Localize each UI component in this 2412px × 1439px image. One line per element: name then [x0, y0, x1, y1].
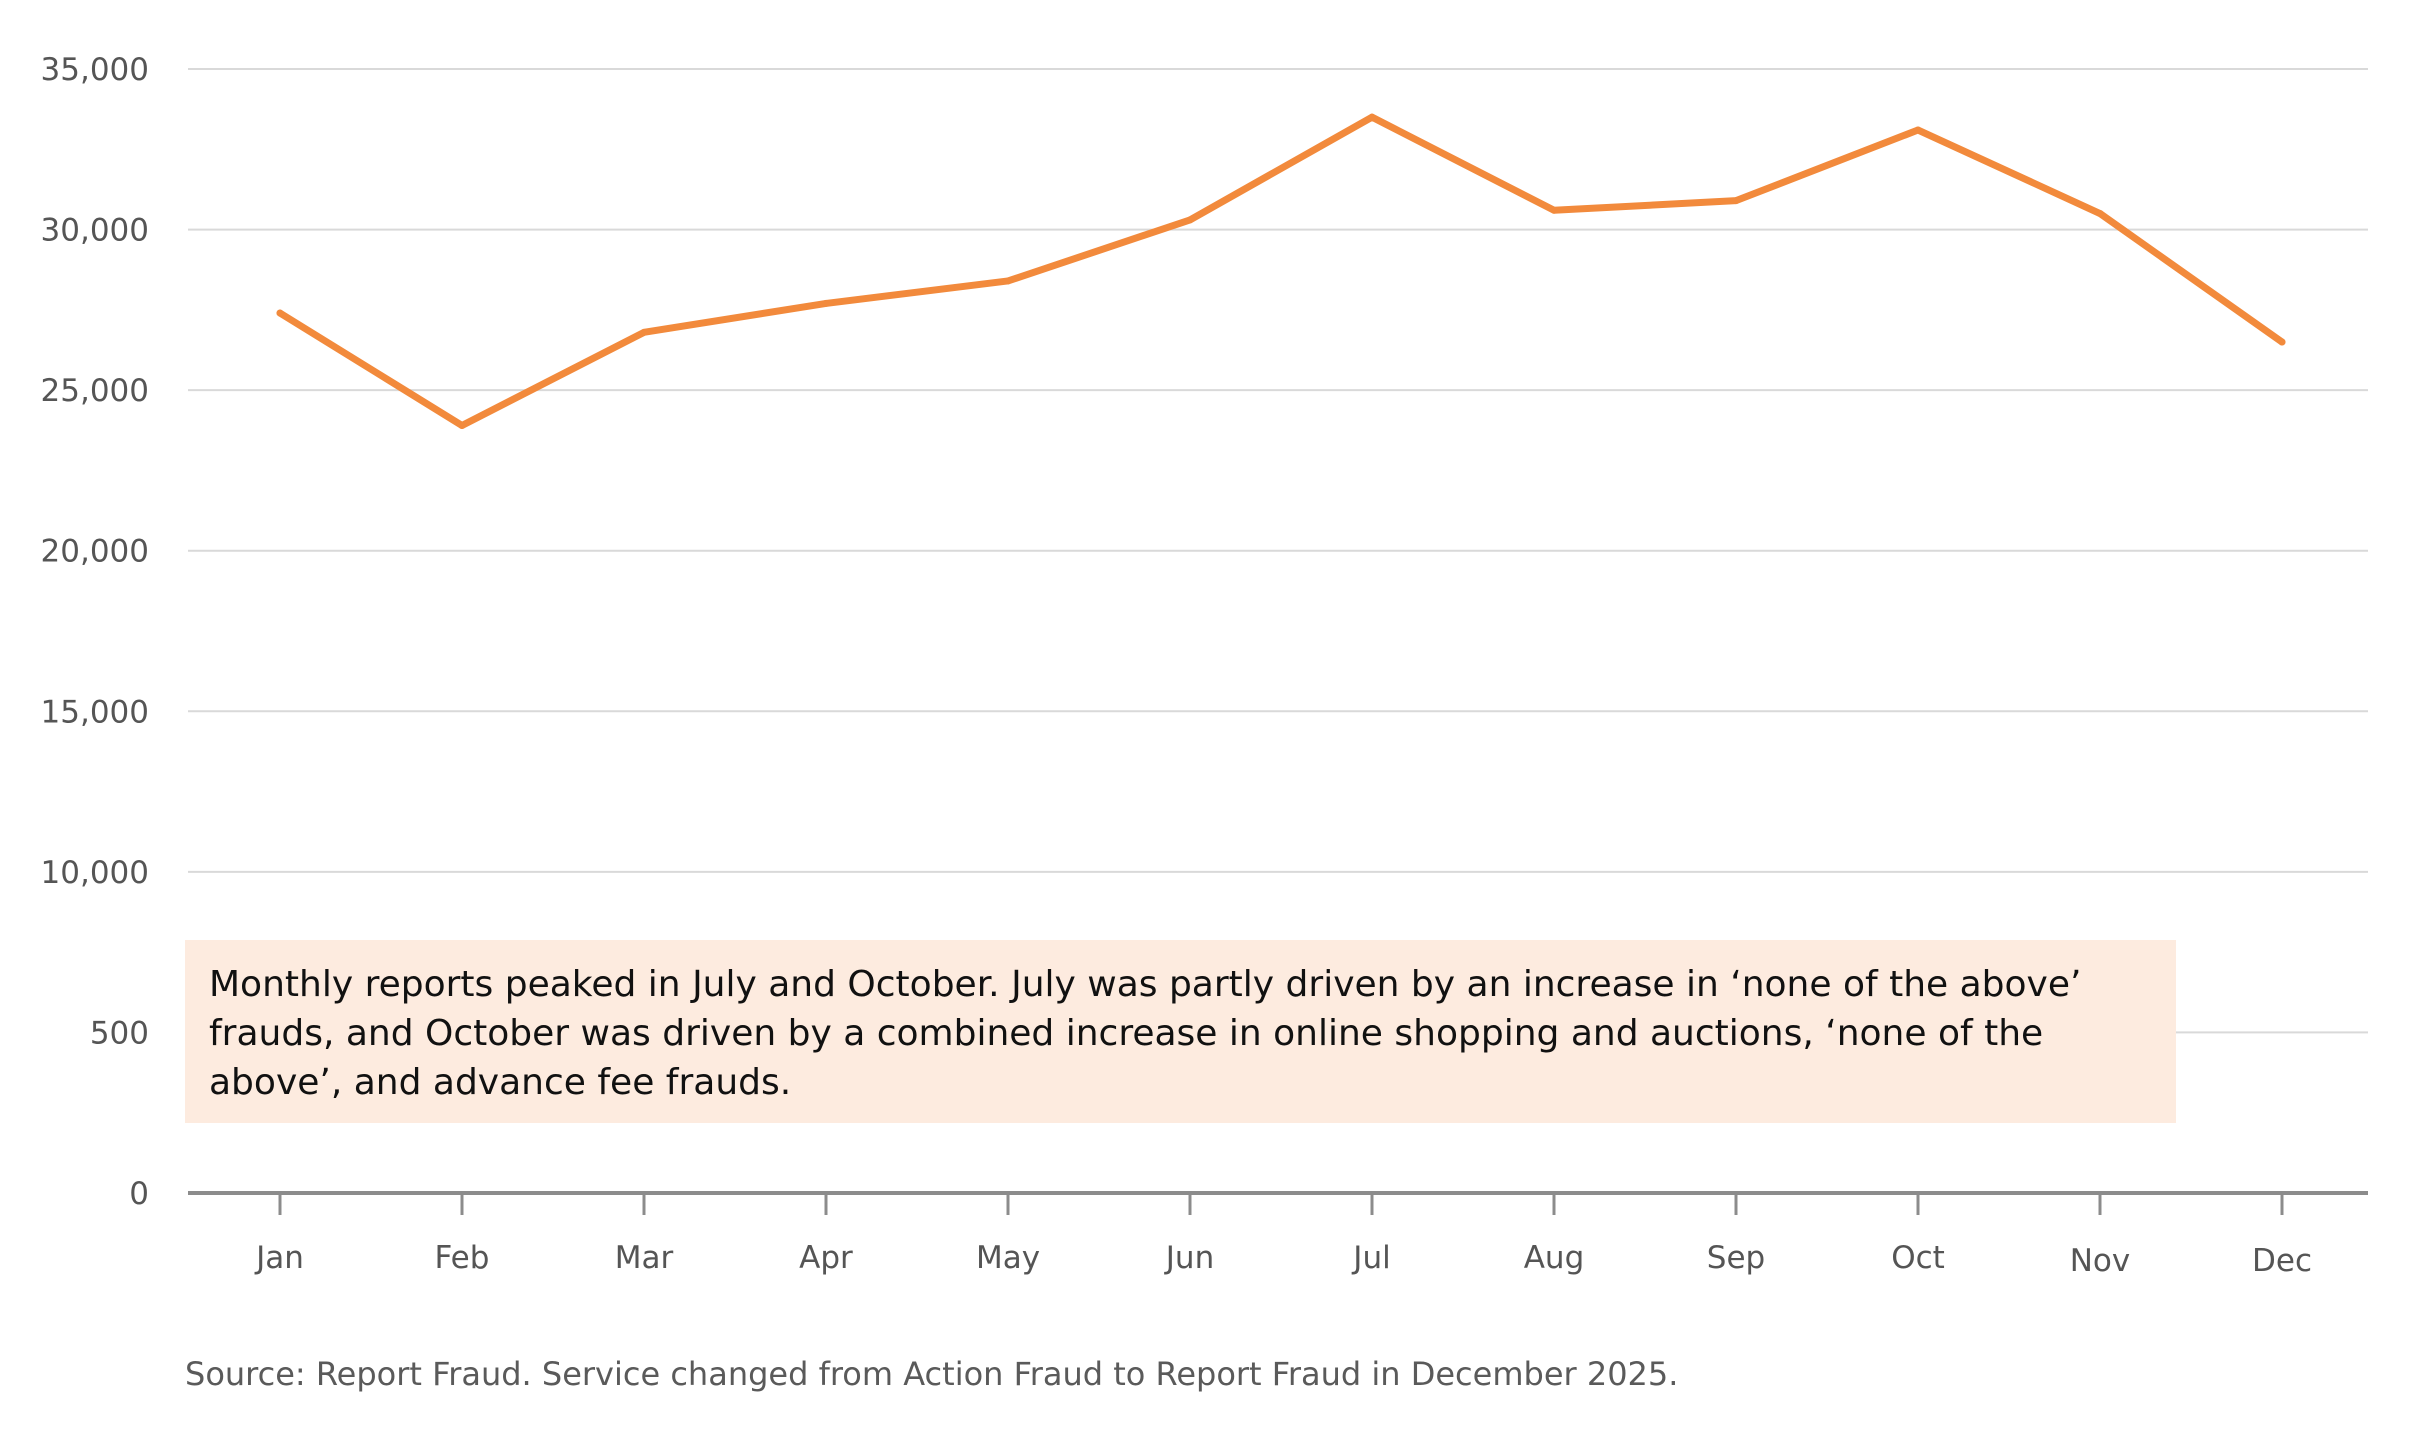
data-point-nov [2096, 210, 2104, 218]
x-tick-label-dec: Dec [2252, 1243, 2312, 1279]
y-tick-label-3: 15,000 [41, 694, 149, 730]
x-axis [188, 1191, 2368, 1215]
grid-lines [188, 68, 2368, 1034]
y-tick-label-4: 20,000 [41, 534, 149, 570]
series-line-0 [276, 113, 2286, 429]
data-point-apr [822, 299, 830, 307]
y-tick-label-5: 25,000 [41, 373, 149, 409]
x-tick-label-sep: Sep [1707, 1240, 1765, 1276]
x-tick-label-may: May [976, 1240, 1040, 1276]
y-tick-label-7: 35,000 [41, 52, 149, 88]
y-tick-label-0: 0 [129, 1176, 149, 1212]
annotation-text-line-2: frauds, and October was driven by a comb… [209, 1013, 2043, 1054]
x-tick-label-jul: Jul [1351, 1240, 1390, 1276]
x-axis-tick-labels: Jan Feb Mar Apr May Jun Jul Aug Sep Oct Nov Dec [254, 1240, 2312, 1279]
annotation-text-line-1: Monthly reports peaked in July and Octob… [209, 964, 2081, 1005]
x-tick-label-feb: Feb [435, 1240, 490, 1276]
y-tick-label-2: 10,000 [41, 855, 149, 891]
data-point-aug [1550, 206, 1558, 214]
x-tick-label-nov: Nov [2070, 1243, 2131, 1279]
x-tick-label-apr: Apr [799, 1240, 853, 1276]
annotation-box: Monthly reports peaked in July and Octob… [185, 940, 2176, 1123]
annotation-text-line-3: above’, and advance fee frauds. [209, 1062, 791, 1103]
x-tick-label-oct: Oct [1891, 1240, 1945, 1276]
data-point-jul [1368, 113, 1376, 121]
y-tick-label-6: 30,000 [41, 213, 149, 249]
x-tick-label-jan: Jan [254, 1240, 304, 1276]
series-layer [276, 113, 2286, 429]
x-tick-label-jun: Jun [1164, 1240, 1214, 1276]
y-tick-label-1: 500 [90, 1015, 149, 1051]
data-point-oct [1914, 126, 1922, 134]
y-axis-tick-labels: 0 500 10,000 15,000 20,000 25,000 30,000 35,000 [41, 52, 149, 1212]
data-point-dec [2278, 338, 2286, 346]
data-point-jun [1186, 216, 1194, 224]
x-tick-label-aug: Aug [1524, 1240, 1585, 1276]
x-tick-label-mar: Mar [615, 1240, 674, 1276]
annotation-background [185, 940, 2176, 1123]
data-point-mar [640, 328, 648, 336]
data-point-may [1004, 277, 1012, 285]
data-point-sep [1732, 197, 1740, 205]
data-point-feb [458, 421, 466, 429]
source-note: Source: Report Fraud. Service changed fr… [185, 1355, 1678, 1393]
data-point-jan [276, 309, 284, 317]
